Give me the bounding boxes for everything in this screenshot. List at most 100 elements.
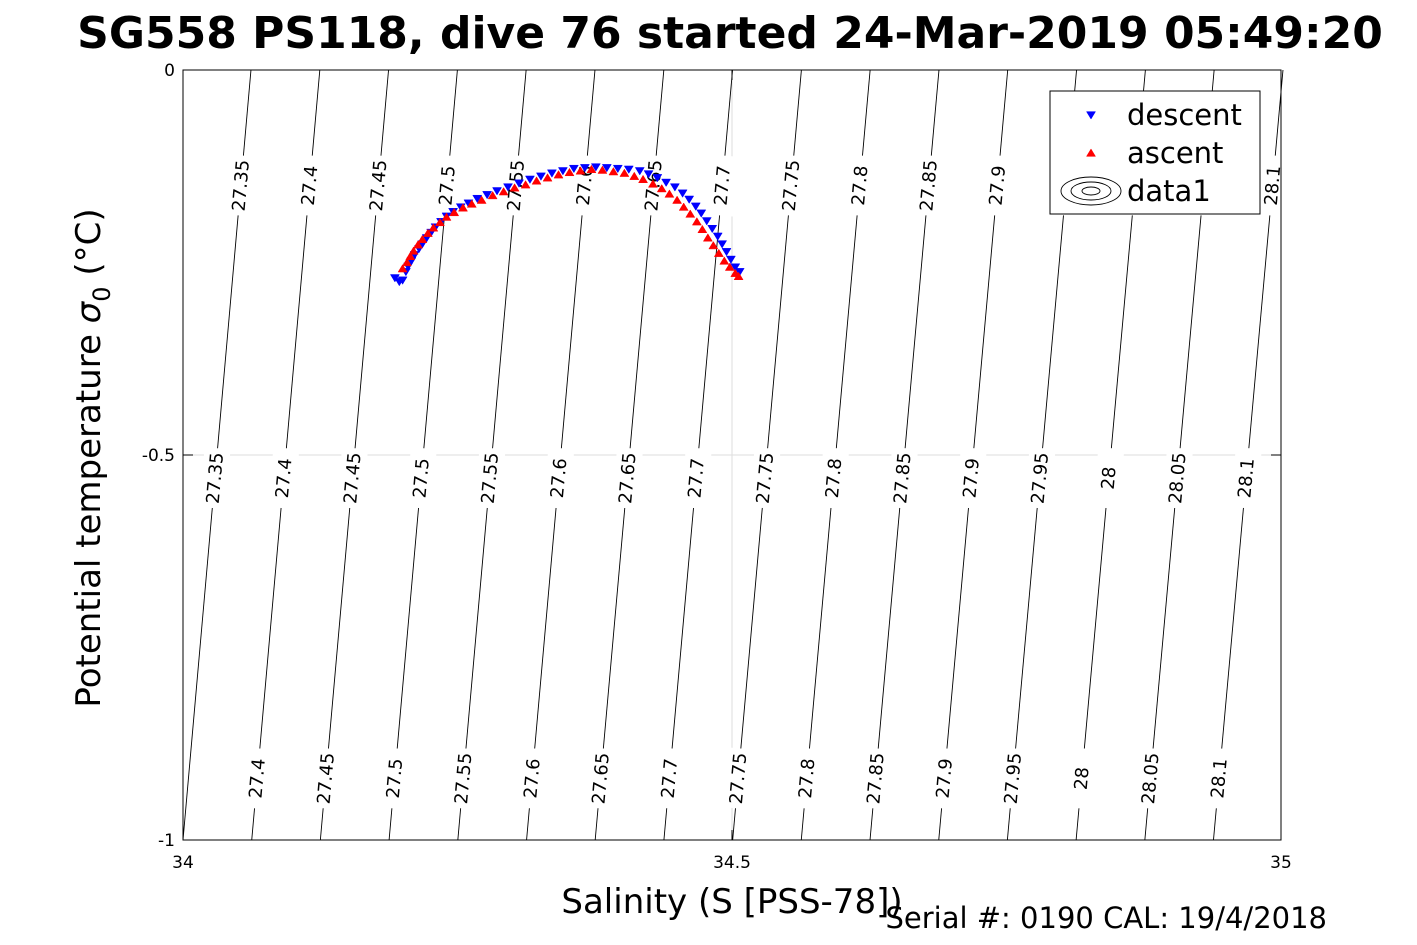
y-axis-label-unit: (°C)	[69, 208, 109, 286]
descent-point	[492, 187, 502, 196]
isopycnal-label-bg	[775, 154, 807, 217]
isopycnal-label: 27.55	[451, 752, 476, 805]
isopycnal-label-bg	[981, 154, 1013, 217]
isopycnal-label: 28.05	[1165, 452, 1191, 505]
isopycnal-label: 27.75	[753, 452, 778, 505]
legend-descent-marker	[1086, 111, 1096, 120]
isopycnal-label: 27.5	[409, 457, 433, 499]
ascent-point	[564, 167, 575, 177]
ascent-point	[509, 183, 520, 192]
isopycnal-label-bg	[1093, 447, 1125, 510]
y-axis-label-subscript: 0	[88, 286, 116, 301]
legend-ascent-marker	[1086, 148, 1096, 157]
isopycnal-label: 27.7	[684, 457, 708, 499]
isopycnal-label-bg	[680, 447, 712, 510]
isopycnal-label-bg	[1203, 747, 1235, 810]
isopycnal-label-bg	[362, 154, 394, 217]
ascent-point	[733, 271, 744, 280]
isopycnal-label-bg	[844, 154, 876, 217]
descent-point	[643, 170, 654, 179]
descent-point	[725, 255, 736, 264]
descent-point	[397, 276, 408, 285]
isopycnal-label: 27.85	[863, 752, 889, 805]
descent-point	[579, 164, 590, 173]
ascent-point	[542, 173, 553, 182]
descent-point	[690, 202, 701, 211]
descent-point	[482, 191, 493, 200]
ascent-point	[697, 224, 708, 234]
ascent-point	[648, 179, 658, 188]
isopycnal-label-bg	[611, 447, 644, 510]
isopycnal-label-bg	[225, 154, 257, 217]
descent-point	[546, 169, 557, 178]
isopycnal-label-bg	[955, 447, 987, 510]
ascent-point	[638, 174, 649, 183]
isopycnal-label: 28.1	[1261, 165, 1286, 207]
isopycnal-label: 27.7	[711, 165, 735, 207]
isopycnal-label-bg	[722, 747, 754, 810]
descent-point	[677, 189, 688, 198]
isopycnal-label: 27.8	[822, 457, 846, 499]
ascent-point	[586, 164, 597, 173]
ascent-point	[629, 171, 640, 180]
ascent-point	[619, 168, 630, 177]
descent-point	[717, 240, 728, 249]
descent-point	[557, 167, 568, 176]
ascent-point	[724, 262, 735, 271]
isopycnal-label: 27.65	[588, 752, 613, 805]
density-contours: 27.35 27.35 27.4 27.4 27.4 27.45 27.45 27.45 27.…	[182, 69, 1289, 841]
ascent-point	[422, 228, 433, 237]
ascent-point	[713, 248, 724, 257]
isopycnal-label: 27.5	[435, 165, 459, 207]
ascent-point	[498, 187, 509, 196]
ascent-point	[702, 233, 713, 242]
ascent-point	[417, 234, 428, 244]
legend-contour-icon	[1060, 176, 1122, 206]
isopycnal-label-bg	[474, 447, 506, 510]
isopycnal-label: 27.35	[203, 452, 228, 505]
isopycnal-label-bg	[294, 154, 326, 217]
ascent-point	[434, 217, 445, 227]
descent-point	[661, 178, 672, 187]
isopycnal-label: 27.8	[795, 758, 819, 800]
x-tick-label: 35	[1270, 853, 1292, 873]
isopycnal-label-bg	[859, 747, 892, 810]
isopycnal-label: 28	[1098, 466, 1121, 491]
isopycnal-label-bg	[378, 747, 411, 810]
ascent-point	[397, 264, 408, 273]
ascent-point	[428, 223, 439, 232]
isopycnal-label: 27.45	[340, 452, 365, 505]
isopycnal-label-bg	[199, 447, 231, 510]
isopycnal-label: 28.05	[1138, 752, 1164, 805]
isopycnal-label: 27.9	[959, 457, 983, 499]
ascent-point	[402, 257, 412, 267]
descent-point	[707, 224, 718, 234]
isopycnal-label-bg	[913, 154, 945, 217]
descent-point	[568, 164, 579, 174]
ascent-point	[608, 167, 619, 176]
y-tick-label: -1	[158, 831, 175, 851]
isopycnal-label: 27.65	[615, 452, 640, 505]
isopycnal-label-bg	[997, 747, 1029, 810]
ascent-point	[413, 240, 423, 249]
legend-data1-label: data1	[1127, 174, 1211, 208]
descent-point	[514, 179, 524, 188]
descent-point	[712, 232, 723, 241]
descent-point	[721, 248, 732, 257]
isopycnal-label: 27.45	[366, 159, 391, 212]
x-tick-label: 34	[172, 853, 194, 873]
ascent-point	[441, 212, 452, 221]
isopycnal-label: 27.5	[383, 758, 407, 800]
y-tick-label: 0	[164, 61, 175, 81]
isopycnal-label-bg	[431, 154, 463, 217]
isopycnal-label-bg	[1161, 447, 1194, 510]
legend-descent-label: descent	[1127, 98, 1242, 132]
isopycnal-label: 27.95	[1001, 752, 1027, 805]
isopycnal-label: 27.45	[314, 752, 339, 805]
isopycnal-label: 28.1	[1207, 758, 1232, 800]
serial-cal-footer: Serial #: 0190 CAL: 19/4/2018	[885, 901, 1327, 935]
ascent-point	[531, 176, 542, 185]
isopycnal-label: 27.4	[245, 758, 269, 800]
descent-point	[472, 194, 483, 204]
ascent-point	[656, 184, 667, 193]
